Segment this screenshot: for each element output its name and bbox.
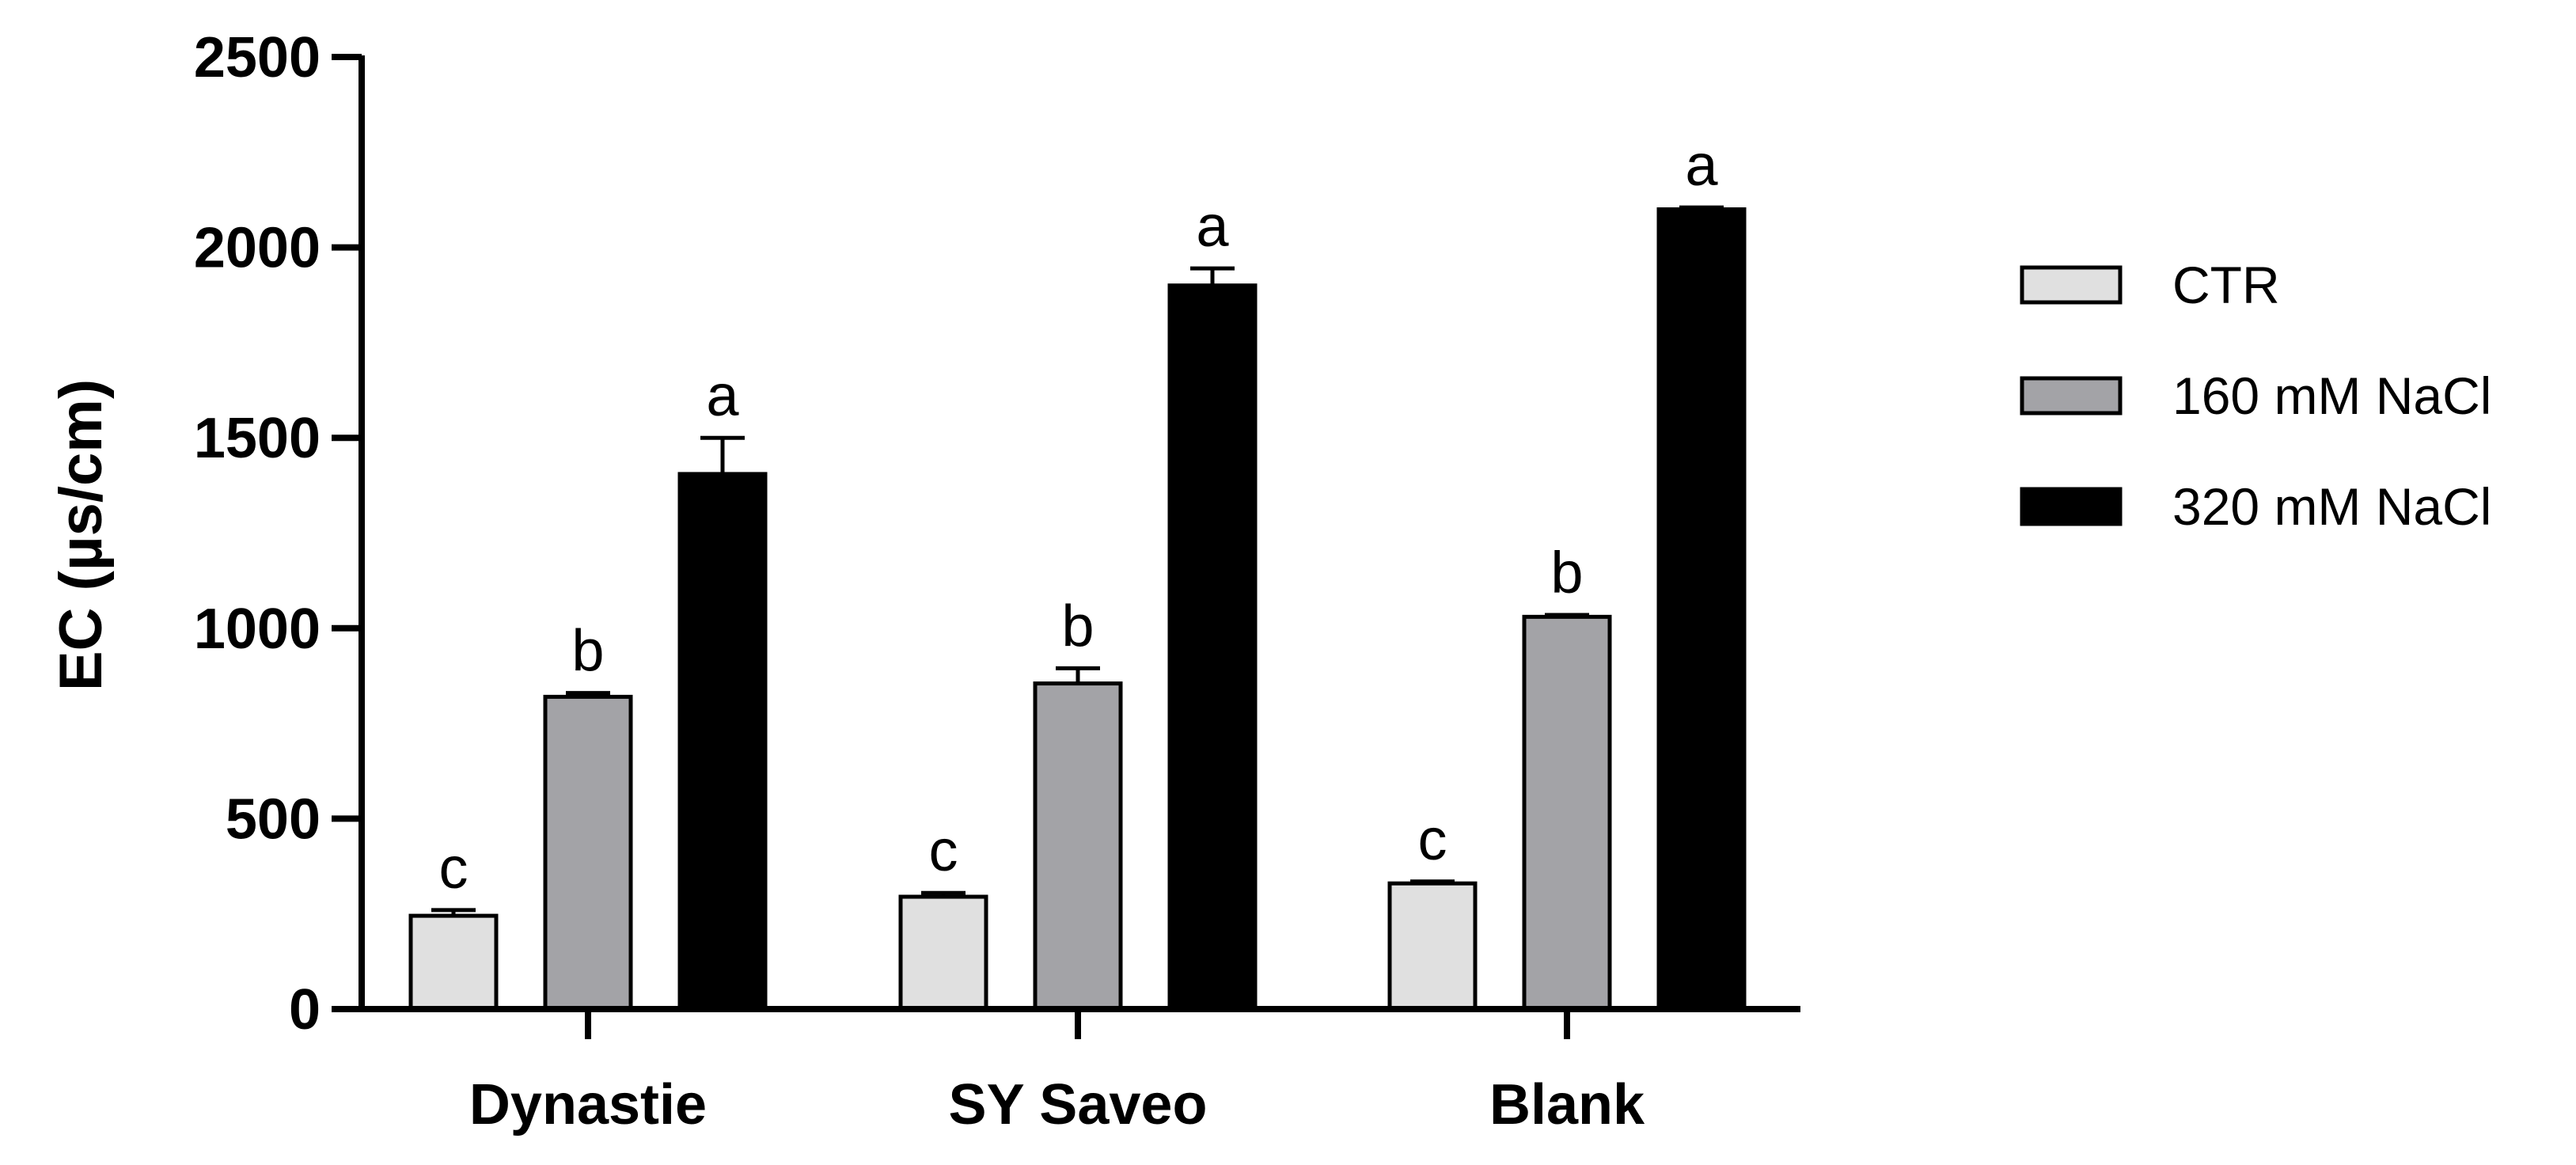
legend-swatch: [2020, 265, 2123, 305]
bar: [677, 472, 768, 1011]
legend-swatch: [2020, 376, 2123, 416]
y-tick-label: 1500: [194, 407, 321, 470]
bar: [898, 894, 988, 1011]
bar: [1387, 881, 1478, 1011]
significance-label: a: [706, 362, 739, 428]
significance-label: b: [571, 618, 604, 684]
y-tick-label: 0: [289, 978, 321, 1042]
bar: [1167, 283, 1258, 1011]
y-axis-title: EC (µs/cm): [47, 379, 115, 691]
y-axis: 0 500 1000 1500 2000 2500: [194, 26, 365, 1042]
legend-label: 320 mM NaCl: [2172, 477, 2491, 536]
bar: [408, 913, 499, 1011]
x-tick-label: Dynastie: [469, 1073, 707, 1137]
significance-label: c: [1418, 806, 1447, 872]
y-tick-label: 2000: [194, 217, 321, 280]
y-tick-label: 1000: [194, 598, 321, 661]
significance-label: a: [1685, 132, 1718, 198]
legend: CTR 160 mM NaCl 320 mM NaCl: [2020, 256, 2491, 536]
significance-label: c: [439, 835, 469, 901]
x-tick-label: SY Saveo: [949, 1073, 1208, 1137]
bar: [1522, 614, 1612, 1011]
bar: [1033, 681, 1123, 1011]
x-axis: Dynastie SY Saveo Blank: [359, 1006, 1800, 1137]
significance-label: c: [929, 818, 958, 883]
bar: [1656, 207, 1747, 1011]
legend-label: 160 mM NaCl: [2172, 366, 2491, 425]
legend-label: CTR: [2172, 256, 2280, 314]
y-tick-label: 500: [226, 787, 321, 851]
y-tick-label: 2500: [194, 26, 321, 89]
significance-label: b: [1061, 593, 1094, 658]
significance-label: a: [1196, 193, 1229, 259]
plot-area: c b a c b a c b a: [408, 132, 1747, 1011]
x-tick-label: Blank: [1489, 1073, 1645, 1137]
legend-swatch: [2020, 487, 2123, 526]
significance-label: b: [1550, 540, 1583, 605]
bar: [543, 694, 633, 1011]
